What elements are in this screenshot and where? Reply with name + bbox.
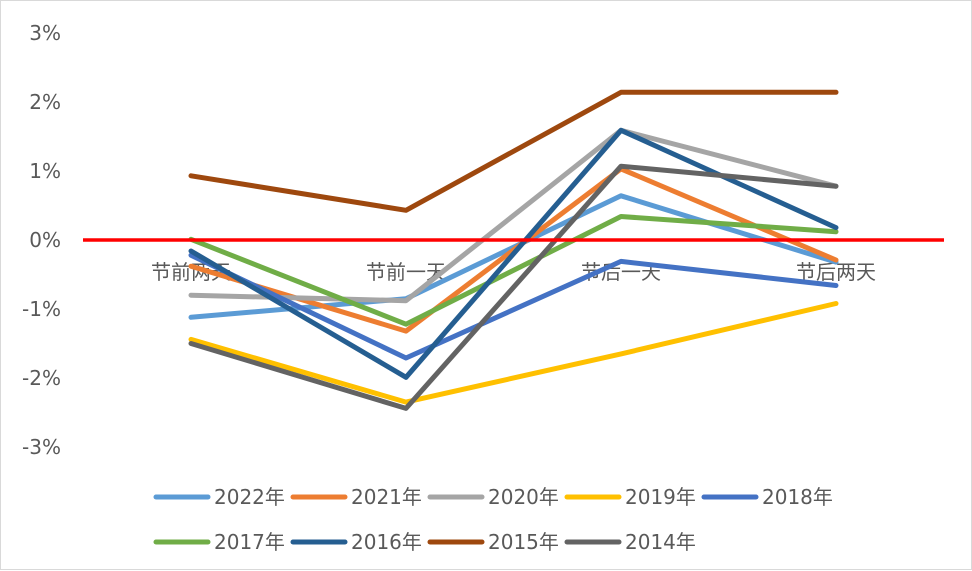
y-tick-label: 0% [29, 228, 61, 252]
legend-label: 2020年 [488, 485, 559, 509]
y-tick-label: 3% [29, 21, 61, 45]
legend-label: 2019年 [625, 485, 696, 509]
series-line-2019年 [188, 301, 839, 405]
series-line-2015年 [188, 89, 839, 213]
series-line-2017年 [188, 214, 839, 327]
legend-label: 2016年 [351, 530, 422, 554]
series-line-2020年 [188, 127, 839, 304]
series-line-2018年 [188, 252, 839, 361]
legend-label: 2015年 [488, 530, 559, 554]
legend-label: 2017年 [214, 530, 285, 554]
legend-label: 2021年 [351, 485, 422, 509]
series-line-2016年 [188, 127, 839, 380]
legend-label: 2022年 [214, 485, 285, 509]
y-tick-label: -2% [22, 366, 61, 390]
y-tick-label: -3% [22, 435, 61, 459]
series-line-2014年 [188, 163, 839, 411]
y-tick-label: 1% [29, 159, 61, 183]
y-tick-label: 2% [29, 90, 61, 114]
x-tick-label: 节前两天 [151, 260, 231, 284]
y-tick-label: -1% [22, 297, 61, 321]
legend-label: 2014年 [625, 530, 696, 554]
legend-label: 2018年 [762, 485, 833, 509]
